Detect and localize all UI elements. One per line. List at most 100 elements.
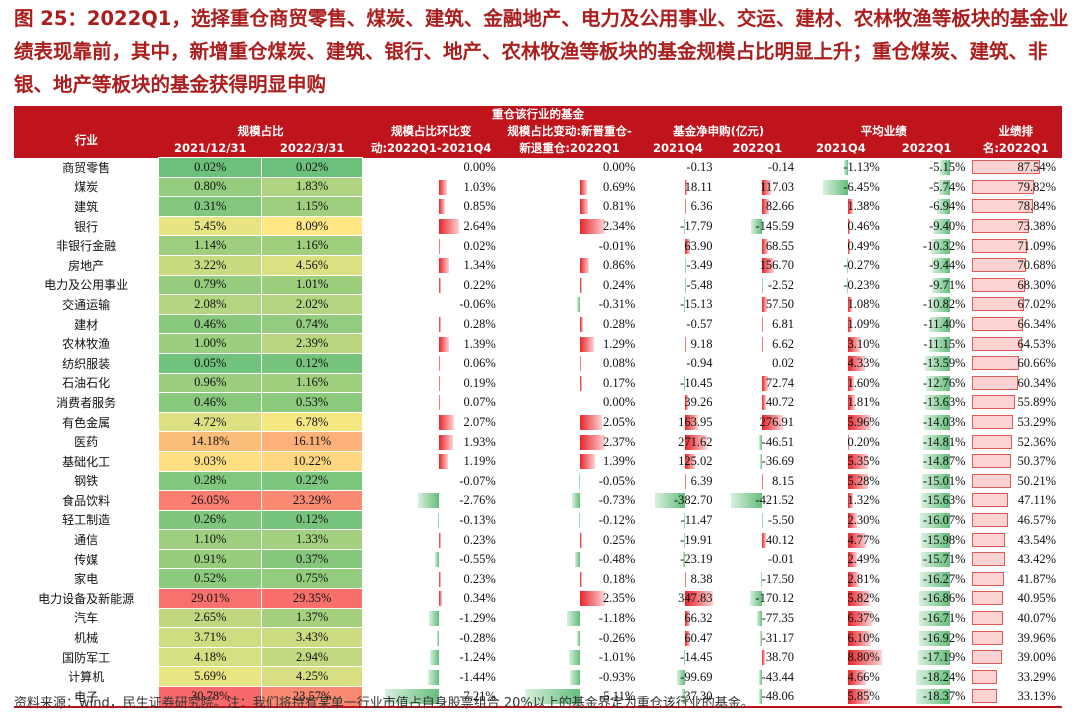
scale-new-change-cell: 0.28% [500,315,639,333]
perf-2021q4: 4.33% [798,353,884,373]
perf-2021q4-value: 1.08% [847,297,880,312]
flow-2021q4-value: 8.38 [690,571,713,586]
scale-new-change-bar [579,454,595,470]
perf-rank-cell: 67.02% [970,295,1062,313]
perf-2022q1-cell: -16.07% [884,511,970,529]
flow-2022q1-cell: -0.01 [716,550,798,568]
perf-rank-bar [971,493,1009,508]
flow-2021q4: 9.18 [639,334,716,354]
scale-new-change-value: -1.01% [598,650,636,665]
perf-2022q1: -11.40% [884,314,970,334]
flow-2021q4-value: -17.79 [680,219,713,234]
perf-2022q1-value: -18.37% [922,689,966,704]
perf-2022q1-bar [920,512,950,528]
perf-2022q1-cell: -10.32% [884,237,970,255]
perf-2021q4-bar [847,317,853,333]
header-rank-line2: 名:2022Q1 [969,140,1062,158]
perf-rank-value: 33.29% [1017,669,1056,684]
perf-rank: 53.29% [970,412,1062,432]
perf-rank-cell: 64.53% [970,335,1062,353]
perf-2021q4-bar [847,199,854,215]
scale-change: 2.07% [363,412,500,432]
perf-2021q4-value: 6.10% [847,630,880,645]
flow-2021q4-cell: 347.83 [639,589,716,607]
flow-2022q1-value: 82.66 [765,199,794,214]
scale-2021: 4.18% [158,646,263,668]
scale-new-change-value: 1.29% [602,336,636,351]
perf-2022q1: -14.87% [884,451,970,471]
scale-change-bar [439,434,454,450]
perf-rank: 67.02% [970,295,1062,315]
perf-2022q1: -16.71% [884,608,970,628]
perf-2022q1-cell: -13.59% [884,354,970,372]
flow-2022q1: -5.50 [716,510,798,530]
perf-rank-bar [971,356,1019,371]
perf-2021q4-value: 0.49% [847,238,880,253]
scale-change: -1.44% [363,667,500,687]
industry-name: 通信 [74,533,99,548]
flow-2022q1-cell: -36.69 [716,452,798,470]
perf-2022q1-cell: -10.82% [884,295,970,313]
perf-2021q4-cell: 6.37% [798,609,884,627]
perf-2022q1-value: -15.01% [922,473,966,488]
flow-2022q1-bar [749,591,763,607]
perf-2021q4-value: 4.33% [847,356,880,371]
perf-2021q4-value: 1.09% [847,317,880,332]
flow-2022q1-cell: 0.02 [716,354,798,372]
industry-name: 食品饮料 [62,493,111,508]
perf-rank-value: 43.42% [1017,552,1056,567]
flow-2022q1: 6.62 [716,334,798,354]
perf-2021q4: 3.10% [798,334,884,354]
flow-2021q4-bar [683,219,686,235]
perf-rank: 40.07% [970,608,1062,628]
scale-change-value: -0.28% [459,630,496,645]
scale-new-change-cell: 0.17% [500,374,639,392]
perf-2022q1-cell: -15.71% [884,550,970,568]
scale-change: -0.28% [363,628,500,648]
perf-rank-cell: 78.84% [970,197,1062,215]
perf-2021q4-bar [847,650,882,666]
perf-2022q1-value: -11.40% [923,317,966,332]
perf-2021q4-value: 5.35% [847,454,880,469]
industry-name: 国防军工 [62,650,111,665]
flow-2022q1: -0.01 [716,549,798,569]
scale-change-cell: 0.23% [363,570,500,588]
flow-2021q4-cell: -5.48 [639,276,716,294]
scale-new-change-value: -0.73% [598,493,636,508]
perf-rank-value: 47.11% [1017,493,1056,508]
perf-2022q1-cell: -5.15% [884,158,970,176]
flow-2022q1: 68.55 [716,236,798,256]
flow-2021q4-value: 125.02 [678,454,713,469]
perf-rank: 47.11% [970,491,1062,511]
perf-2021q4-cell: 1.81% [798,393,884,411]
flow-2022q1-cell: 6.81 [716,315,798,333]
table-row: 农林牧渔 1.00% 2.39% 1.39% 1.29% 9.18 6.62 3.10% -11… [14,333,1062,354]
perf-rank: 55.89% [970,393,1062,413]
perf-2021q4-value: 8.80% [847,650,880,665]
scale-new-change-bar [525,689,580,705]
flow-2022q1-value: -145.59 [755,219,794,234]
perf-2022q1-value: -11.15% [923,336,966,351]
perf-2022q1-value: -9.40% [929,219,966,234]
flow-2021q4-cell: -0.13 [639,158,716,176]
scale-2021: 5.45% [158,215,263,237]
perf-2021q4-cell: 2.30% [798,511,884,529]
perf-2021q4-bar [847,493,853,509]
perf-2021q4-cell: 2.49% [798,550,884,568]
perf-2022q1-cell: -9.40% [884,217,970,235]
perf-2022q1-bar [920,532,950,548]
flow-2021q4-value: 163.95 [678,415,713,430]
flow-2022q1-cell: -145.59 [716,217,798,235]
scale-new-change: -0.26% [500,628,639,648]
scale-new-change-cell: -0.73% [500,491,639,509]
perf-2021q4-cell: 5.85% [798,687,884,705]
perf-rank: 39.00% [970,647,1062,667]
flow-2021q4: 163.95 [639,412,716,432]
scale-new-change-bar [567,610,580,626]
scale-2022: 4.25% [261,666,364,688]
header-scale-d1: 2021/12/31 [158,140,262,158]
industry-name: 医药 [74,435,99,450]
perf-rank-cell: 71.09% [970,237,1062,255]
scale-2021: 1.00% [158,333,263,354]
perf-2021q4-cell: 1.32% [798,491,884,509]
